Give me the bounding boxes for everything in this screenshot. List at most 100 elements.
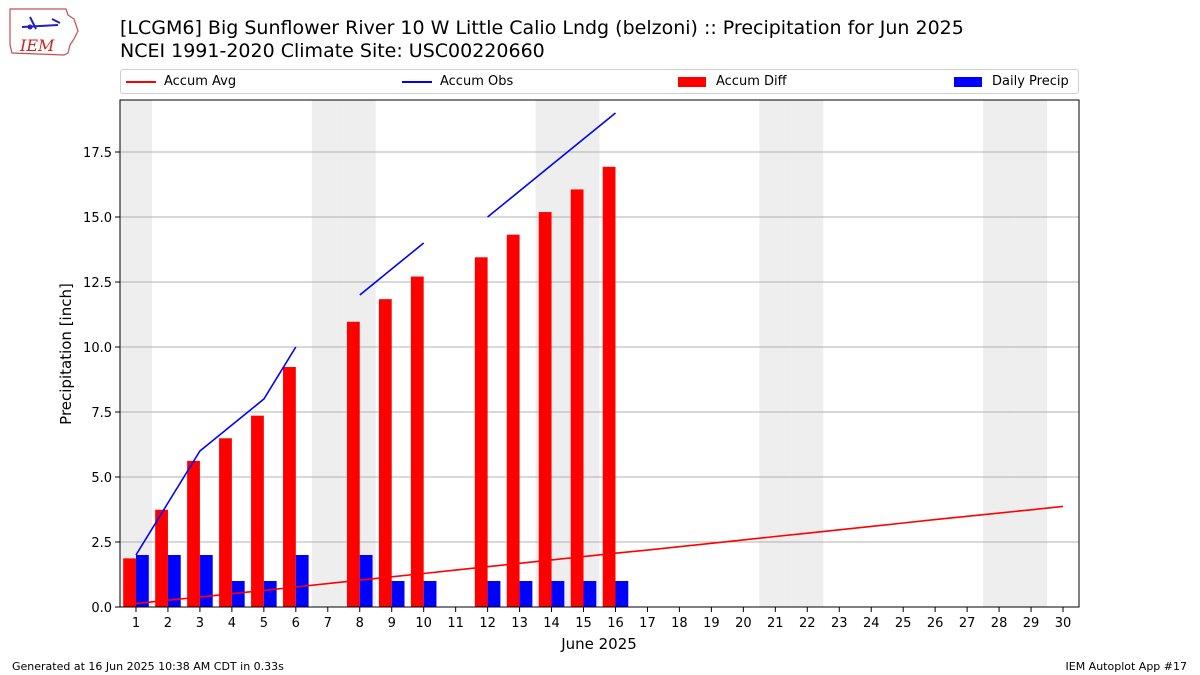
weekend-shade-day-1 (120, 100, 152, 607)
x-tick-label-18: 18 (671, 616, 688, 631)
weekend-shade-day-7 (311, 100, 344, 607)
y-tick-label-12.5: 12.5 (83, 276, 112, 291)
bar-accum-diff-3 (187, 460, 200, 607)
x-tick-label-2: 2 (164, 616, 172, 631)
legend-label-daily-precip: Daily Precip (992, 74, 1069, 89)
bar-accum-diff-10 (410, 276, 424, 607)
y-axis-label: Precipitation [inch] (57, 283, 75, 425)
bar-daily-precip-13 (519, 581, 533, 607)
bar-daily-precip-2 (167, 555, 181, 607)
legend-label-accum-obs: Accum Obs (440, 74, 514, 89)
y-tick-label-15: 15.0 (83, 211, 112, 226)
x-tick-label-22: 22 (799, 616, 816, 631)
x-tick-label-30: 30 (1055, 616, 1072, 631)
plot-frame (119, 99, 1080, 608)
x-tick-label-16: 16 (607, 616, 624, 631)
weekend-shade-day-21 (759, 100, 792, 607)
x-tick-label-27: 27 (959, 616, 976, 631)
x-tick-label-24: 24 (863, 616, 880, 631)
bar-accum-diff-1 (123, 558, 136, 607)
y-tick-label-2.5: 2.5 (91, 536, 112, 551)
bar-accum-diff-2 (155, 509, 168, 607)
bar-daily-precip-15 (583, 581, 597, 607)
x-tick-label-3: 3 (196, 616, 204, 631)
bar-accum-diff-9 (378, 299, 392, 607)
x-tick-label-21: 21 (767, 616, 784, 631)
x-tick-label-5: 5 (260, 616, 268, 631)
x-tick-label-8: 8 (356, 616, 364, 631)
legend-swatch-accum-avg (126, 81, 156, 83)
bars (123, 166, 629, 607)
x-axis-label: June 2025 (560, 635, 637, 653)
x-axis-ticks: 1 2 3 4 5 6 7 8 9 10 11 12 13 14 15 16 17 18 19 20 21 22 23 24 2… (132, 607, 1071, 631)
chart-title: [LCGM6] Big Sunflower River 10 W Little … (120, 17, 964, 39)
bar-daily-precip-4 (231, 581, 245, 607)
x-tick-label-13: 13 (511, 616, 528, 631)
legend-label-accum-avg: Accum Avg (164, 74, 237, 89)
x-tick-label-25: 25 (895, 616, 912, 631)
bar-accum-diff-12 (474, 257, 488, 607)
bar-daily-precip-8 (359, 555, 373, 607)
x-tick-label-10: 10 (415, 616, 432, 631)
bar-daily-precip-14 (551, 581, 565, 607)
x-tick-label-6: 6 (292, 616, 300, 631)
x-tick-label-20: 20 (735, 616, 752, 631)
y-tick-label-5: 5.0 (91, 471, 112, 486)
legend-swatch-accum-diff (678, 77, 706, 87)
svg-text:IEM: IEM (19, 36, 55, 55)
x-tick-label-15: 15 (575, 616, 592, 631)
bar-daily-precip-3 (199, 555, 213, 607)
lines (135, 112, 1064, 605)
bar-accum-diff-8 (346, 321, 360, 607)
x-tick-label-7: 7 (324, 616, 332, 631)
x-tick-label-12: 12 (479, 616, 496, 631)
bar-accum-diff-4 (219, 438, 232, 607)
weekend-shade-day-22 (791, 100, 824, 607)
bar-daily-precip-16 (615, 581, 629, 607)
iem-logo: IEM (8, 5, 80, 61)
line-accum-avg-segment-0 (135, 505, 1064, 605)
bar-accum-diff-14 (538, 212, 552, 607)
line-accum-obs-segment-1 (359, 242, 425, 296)
bar-accum-diff-5 (251, 415, 264, 607)
bar-daily-precip-10 (423, 581, 437, 607)
weekend-shade-day-29 (1015, 100, 1048, 607)
y-tick-label-0: 0.0 (91, 601, 112, 616)
x-tick-label-1: 1 (132, 616, 140, 631)
x-tick-label-26: 26 (927, 616, 944, 631)
x-tick-label-19: 19 (703, 616, 720, 631)
y-axis-ticks: 0.0 2.5 5.0 7.5 10.0 12.5 15.0 17.5 (83, 146, 120, 616)
x-tick-label-11: 11 (447, 616, 464, 631)
chart-subtitle: NCEI 1991-2020 Climate Site: USC00220660 (120, 40, 545, 62)
x-tick-label-4: 4 (228, 616, 236, 631)
x-tick-label-14: 14 (543, 616, 560, 631)
line-accum-obs-segment-2 (487, 112, 617, 218)
footer-app: IEM Autoplot App #17 (1065, 660, 1188, 673)
bar-accum-diff-13 (506, 234, 520, 607)
bar-daily-precip-5 (263, 581, 277, 607)
weekend-shade-day-28 (983, 100, 1016, 607)
line-accum-obs-segment-0 (135, 346, 297, 556)
legend-swatch-daily-precip (954, 77, 982, 87)
bar-accum-diff-15 (570, 189, 584, 607)
footer-generated: Generated at 16 Jun 2025 10:38 AM CDT in… (12, 660, 284, 673)
bar-accum-diff-6 (283, 367, 296, 607)
bar-daily-precip-1 (135, 555, 149, 607)
y-tick-label-17.5: 17.5 (83, 146, 112, 161)
x-tick-label-17: 17 (639, 616, 656, 631)
legend-label-accum-diff: Accum Diff (716, 74, 787, 89)
x-tick-label-23: 23 (831, 616, 848, 631)
legend: Accum Avg Accum Obs Accum Diff Daily Pre… (120, 69, 1079, 94)
iowa-map-icon: IEM (9, 8, 79, 56)
bar-daily-precip-6 (295, 555, 309, 607)
bar-daily-precip-12 (487, 581, 501, 607)
legend-swatch-accum-obs (402, 81, 432, 83)
y-tick-label-10: 10.0 (83, 341, 112, 356)
bar-daily-precip-9 (391, 581, 405, 607)
y-tick-label-7.5: 7.5 (91, 406, 112, 421)
bar-accum-diff-16 (602, 166, 616, 607)
x-tick-label-9: 9 (388, 616, 396, 631)
x-tick-label-29: 29 (1023, 616, 1040, 631)
x-tick-label-28: 28 (991, 616, 1008, 631)
